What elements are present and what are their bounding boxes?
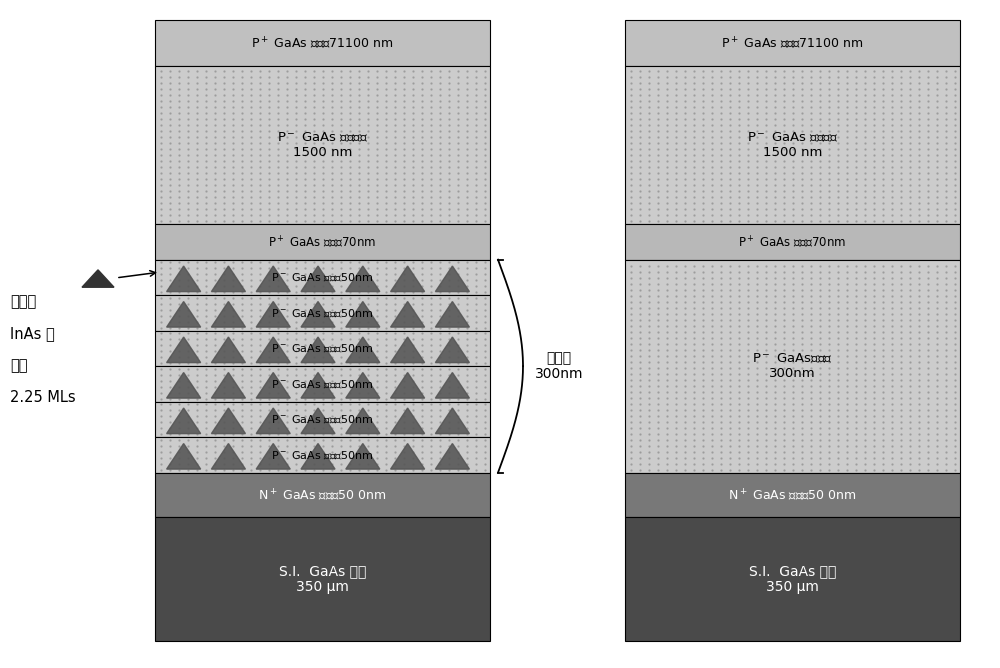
Bar bbox=[155, 295, 490, 331]
Text: N$^+$ GaAs 接触屢50 0nm: N$^+$ GaAs 接触屢50 0nm bbox=[258, 487, 387, 502]
Polygon shape bbox=[391, 301, 425, 327]
Polygon shape bbox=[211, 337, 245, 363]
Polygon shape bbox=[167, 266, 201, 292]
Text: N$^+$ GaAs 接触屢50 0nm: N$^+$ GaAs 接触屢50 0nm bbox=[728, 487, 857, 502]
Polygon shape bbox=[256, 408, 290, 434]
Text: P$^-$ GaAs倍增层
300nm: P$^-$ GaAs倍增层 300nm bbox=[752, 352, 833, 380]
Polygon shape bbox=[435, 337, 469, 363]
Polygon shape bbox=[391, 444, 425, 469]
Polygon shape bbox=[211, 373, 245, 398]
Text: P$^-$ GaAs 光吸收层
1500 nm: P$^-$ GaAs 光吸收层 1500 nm bbox=[747, 131, 838, 160]
Polygon shape bbox=[346, 408, 380, 434]
Text: 非掺杂: 非掺杂 bbox=[10, 294, 36, 309]
Polygon shape bbox=[211, 444, 245, 469]
Text: P$^+$ GaAs 接触屢71100 nm: P$^+$ GaAs 接触屢71100 nm bbox=[251, 35, 394, 51]
Text: P$^-$ GaAs 间隔屢50nm: P$^-$ GaAs 间隔屢50nm bbox=[271, 271, 374, 283]
Bar bbox=[155, 437, 490, 473]
Polygon shape bbox=[301, 301, 335, 327]
Polygon shape bbox=[391, 266, 425, 292]
Polygon shape bbox=[301, 408, 335, 434]
Polygon shape bbox=[435, 301, 469, 327]
Text: P$^+$ GaAs 接触屢71100 nm: P$^+$ GaAs 接触屢71100 nm bbox=[721, 35, 864, 51]
Bar bbox=[625, 66, 960, 224]
Bar bbox=[155, 260, 490, 295]
Polygon shape bbox=[435, 266, 469, 292]
Polygon shape bbox=[256, 266, 290, 292]
Bar bbox=[625, 224, 960, 260]
Polygon shape bbox=[391, 408, 425, 434]
Text: P$^-$ GaAs 间隔屢50nm: P$^-$ GaAs 间隔屢50nm bbox=[271, 343, 374, 355]
Polygon shape bbox=[391, 337, 425, 363]
Text: 2.25 MLs: 2.25 MLs bbox=[10, 390, 76, 405]
Polygon shape bbox=[435, 373, 469, 398]
Bar bbox=[155, 331, 490, 366]
Bar bbox=[155, 517, 490, 641]
Text: P$^-$ GaAs 间隔屢50nm: P$^-$ GaAs 间隔屢50nm bbox=[271, 449, 374, 461]
Polygon shape bbox=[435, 444, 469, 469]
Polygon shape bbox=[211, 266, 245, 292]
Text: P$^-$ GaAs 间隔屢50nm: P$^-$ GaAs 间隔屢50nm bbox=[271, 378, 374, 390]
Bar bbox=[155, 66, 490, 224]
Polygon shape bbox=[346, 337, 380, 363]
Polygon shape bbox=[256, 301, 290, 327]
Polygon shape bbox=[256, 337, 290, 363]
Text: S.I.  GaAs 衆底
350 μm: S.I. GaAs 衆底 350 μm bbox=[279, 564, 366, 595]
Bar bbox=[625, 473, 960, 517]
Bar bbox=[625, 260, 960, 473]
Polygon shape bbox=[167, 337, 201, 363]
Polygon shape bbox=[82, 270, 114, 287]
Polygon shape bbox=[346, 301, 380, 327]
Polygon shape bbox=[391, 373, 425, 398]
Polygon shape bbox=[346, 373, 380, 398]
Text: S.I.  GaAs 衆底
350 μm: S.I. GaAs 衆底 350 μm bbox=[749, 564, 836, 595]
Bar bbox=[625, 20, 960, 66]
Text: 子点: 子点 bbox=[10, 358, 28, 373]
Text: 倍增层
300nm: 倍增层 300nm bbox=[535, 351, 584, 381]
Polygon shape bbox=[256, 444, 290, 469]
Polygon shape bbox=[167, 301, 201, 327]
Polygon shape bbox=[256, 373, 290, 398]
Bar bbox=[155, 401, 490, 437]
Bar bbox=[155, 224, 490, 260]
Polygon shape bbox=[301, 444, 335, 469]
Polygon shape bbox=[301, 373, 335, 398]
Polygon shape bbox=[301, 337, 335, 363]
Polygon shape bbox=[435, 408, 469, 434]
Polygon shape bbox=[346, 444, 380, 469]
Bar bbox=[155, 20, 490, 66]
Bar bbox=[155, 366, 490, 401]
Bar bbox=[155, 473, 490, 517]
Polygon shape bbox=[167, 408, 201, 434]
Text: P$^-$ GaAs 间隔屢50nm: P$^-$ GaAs 间隔屢50nm bbox=[271, 413, 374, 426]
Text: P$^-$ GaAs 光吸收层
1500 nm: P$^-$ GaAs 光吸收层 1500 nm bbox=[277, 131, 368, 160]
Polygon shape bbox=[211, 301, 245, 327]
Polygon shape bbox=[167, 444, 201, 469]
Polygon shape bbox=[167, 373, 201, 398]
Text: P$^+$ GaAs 电荷屢70nm: P$^+$ GaAs 电荷屢70nm bbox=[738, 234, 847, 250]
Bar bbox=[625, 517, 960, 641]
Polygon shape bbox=[211, 408, 245, 434]
Text: P$^-$ GaAs 间隔屢50nm: P$^-$ GaAs 间隔屢50nm bbox=[271, 307, 374, 319]
Polygon shape bbox=[346, 266, 380, 292]
Text: InAs 量: InAs 量 bbox=[10, 326, 55, 341]
Polygon shape bbox=[301, 266, 335, 292]
Text: P$^+$ GaAs 电荷屢70nm: P$^+$ GaAs 电荷屢70nm bbox=[268, 234, 377, 250]
